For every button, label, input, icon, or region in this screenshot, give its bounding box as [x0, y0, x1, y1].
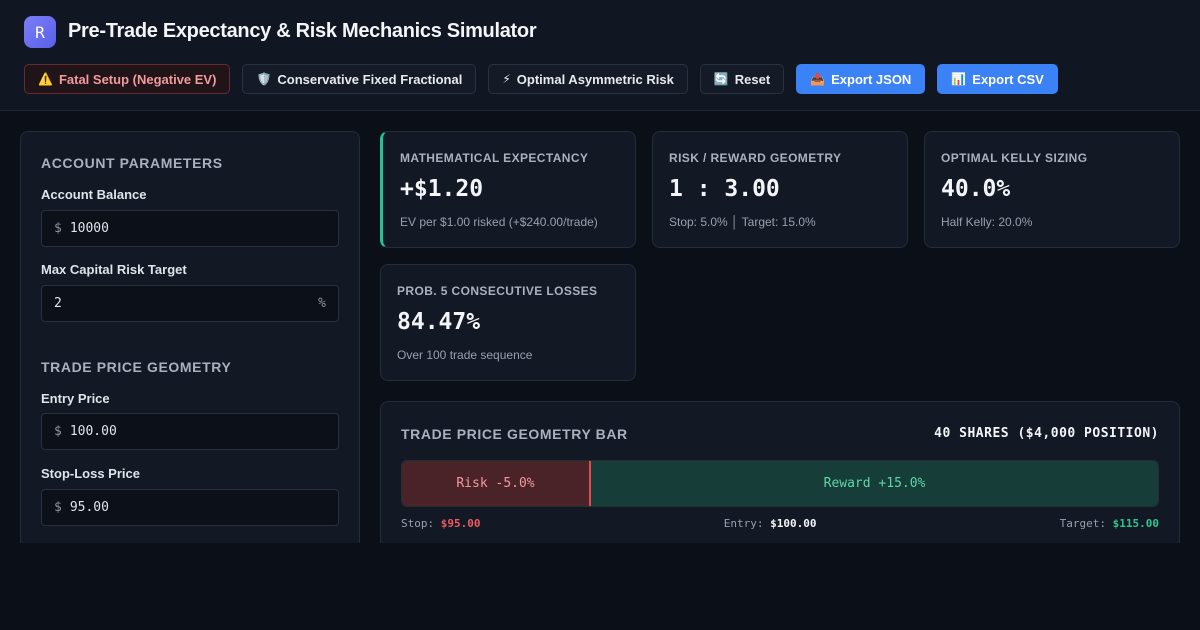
- max-risk-label: Max Capital Risk Target: [41, 262, 187, 277]
- stop-loss-label: Stop-Loss Price: [41, 466, 140, 481]
- fatal-setup-button[interactable]: ⚠️ Fatal Setup (Negative EV): [24, 64, 231, 94]
- consecutive-losses-label: PROB. 5 CONSECUTIVE LOSSES: [397, 284, 598, 298]
- refresh-icon: 🔄: [713, 72, 729, 86]
- account-section-title: ACCOUNT PARAMETERS: [41, 155, 223, 171]
- top-bar: R Pre-Trade Expectancy & Risk Mechanics …: [0, 0, 1200, 111]
- export-json-button[interactable]: 📤 Export JSON: [796, 64, 926, 94]
- stop-tick-value: $95.00: [440, 517, 481, 530]
- currency-prefix: $: [54, 424, 62, 439]
- account-balance-input[interactable]: [69, 221, 270, 236]
- entry-tick: Entry: $100.00: [724, 517, 817, 530]
- max-risk-input[interactable]: [54, 296, 254, 311]
- target-tick-value: $115.00: [1112, 517, 1159, 530]
- stop-tick-caption: Stop:: [401, 517, 435, 530]
- optimal-preset-label: Optimal Asymmetric Risk: [516, 71, 674, 87]
- account-balance-field[interactable]: $: [41, 210, 339, 247]
- chart-icon: 📊: [951, 72, 967, 86]
- optimal-preset-button[interactable]: ⚡ Optimal Asymmetric Risk: [488, 64, 688, 94]
- risk-segment: Risk -5.0%: [402, 461, 591, 506]
- expectancy-label: MATHEMATICAL EXPECTANCY: [400, 151, 589, 165]
- fatal-setup-label: Fatal Setup (Negative EV): [58, 71, 217, 87]
- geometry-title: TRADE PRICE GEOMETRY BAR: [401, 426, 628, 442]
- target-tick: Target: $115.00: [1060, 517, 1159, 530]
- account-balance-label: Account Balance: [41, 187, 147, 202]
- kelly-sub: Half Kelly: 20.0%: [941, 215, 1033, 229]
- lightning-icon: ⚡: [502, 72, 511, 86]
- kelly-label: OPTIMAL KELLY SIZING: [941, 151, 1088, 165]
- export-csv-button[interactable]: 📊 Export CSV: [937, 64, 1058, 94]
- export-icon: 📤: [810, 72, 826, 86]
- entry-price-input[interactable]: [69, 424, 270, 439]
- currency-prefix: $: [54, 221, 62, 236]
- reset-label: Reset: [734, 71, 771, 87]
- entry-price-label: Entry Price: [41, 391, 110, 406]
- currency-prefix: $: [54, 500, 62, 515]
- shield-icon: 🛡️: [256, 72, 272, 86]
- viewport-clip: [0, 543, 1200, 630]
- geometry-bar: Risk -5.0% Reward +15.0%: [401, 460, 1159, 507]
- risk-reward-card: RISK / REWARD GEOMETRY 1 : 3.00 Stop: 5.…: [652, 131, 908, 248]
- max-risk-field[interactable]: %: [41, 285, 339, 322]
- kelly-card: OPTIMAL KELLY SIZING 40.0% Half Kelly: 2…: [924, 131, 1180, 248]
- risk-reward-value: 1 : 3.00: [669, 176, 780, 202]
- percent-suffix: %: [318, 296, 326, 311]
- app-title: Pre-Trade Expectancy & Risk Mechanics Si…: [68, 20, 537, 42]
- consecutive-losses-card: PROB. 5 CONSECUTIVE LOSSES 84.47% Over 1…: [380, 264, 636, 381]
- preset-toolbar: ⚠️ Fatal Setup (Negative EV) 🛡️ Conserva…: [24, 64, 1058, 94]
- warning-icon: ⚠️: [38, 72, 53, 86]
- expectancy-value: +$1.20: [400, 176, 484, 202]
- export-csv-label: Export CSV: [972, 71, 1044, 87]
- target-tick-caption: Target:: [1059, 517, 1106, 530]
- stop-loss-input[interactable]: [69, 500, 270, 515]
- consecutive-losses-sub: Over 100 trade sequence: [397, 348, 533, 362]
- app-logo: R: [24, 16, 56, 48]
- expectancy-card: MATHEMATICAL EXPECTANCY +$1.20 EV per $1…: [380, 131, 636, 248]
- export-json-label: Export JSON: [831, 71, 912, 87]
- entry-price-field[interactable]: $: [41, 413, 339, 450]
- risk-reward-sub: Stop: 5.0% │ Target: 15.0%: [669, 215, 816, 229]
- risk-reward-label: RISK / REWARD GEOMETRY: [669, 151, 842, 165]
- geometry-ticks: Stop: $95.00 Entry: $100.00 Target: $115…: [401, 517, 1159, 530]
- kelly-value: 40.0%: [941, 176, 1011, 202]
- position-shares: 40 SHARES ($4,000 POSITION): [934, 426, 1159, 441]
- stop-tick: Stop: $95.00: [401, 517, 481, 530]
- expectancy-sub: EV per $1.00 risked (+$240.00/trade): [400, 215, 598, 229]
- reset-button[interactable]: 🔄 Reset: [699, 64, 785, 94]
- parameters-panel: ACCOUNT PARAMETERS Account Balance $ Max…: [20, 131, 360, 561]
- conservative-preset-label: Conservative Fixed Fractional: [277, 71, 463, 87]
- reward-segment: Reward +15.0%: [591, 461, 1158, 506]
- stop-loss-field[interactable]: $: [41, 489, 339, 526]
- consecutive-losses-value: 84.47%: [397, 309, 481, 335]
- entry-tick-caption: Entry:: [723, 517, 764, 530]
- geometry-panel: TRADE PRICE GEOMETRY BAR 40 SHARES ($4,0…: [380, 401, 1180, 561]
- trade-section-title: TRADE PRICE GEOMETRY: [41, 359, 232, 375]
- entry-tick-value: $100.00: [770, 517, 817, 530]
- conservative-preset-button[interactable]: 🛡️ Conservative Fixed Fractional: [242, 64, 477, 94]
